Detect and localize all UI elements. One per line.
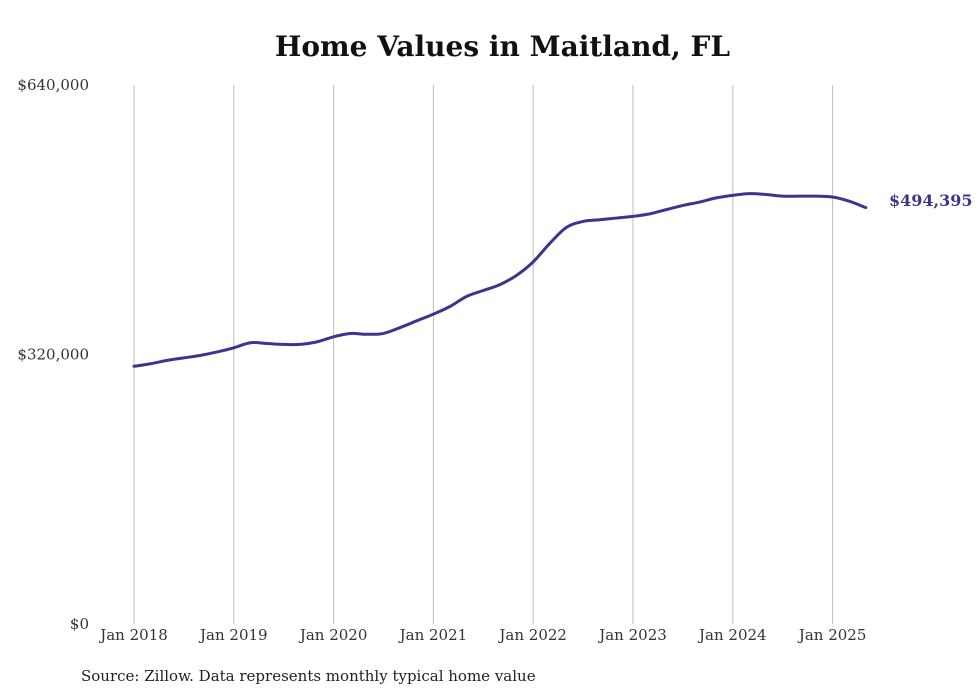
data-point [166,359,169,362]
data-point [299,343,302,346]
data-point [365,333,368,336]
data-point [515,274,518,277]
data-point [465,295,468,298]
data-point [199,354,202,357]
data-point [382,332,385,335]
data-point [449,305,452,308]
x-tick-label: Jan 2025 [797,626,867,644]
data-point [648,212,651,215]
gridlines [133,85,834,624]
data-point [282,343,285,346]
data-point [498,283,501,286]
data-point [532,260,535,263]
data-point [399,326,402,329]
data-point [182,356,185,359]
data-point [432,313,435,316]
y-tick-label: $320,000 [17,346,89,364]
data-point [781,195,784,198]
data-point [864,206,867,209]
data-point [149,362,152,365]
series-line-0 [132,192,868,368]
source-note: Source: Zillow. Data represents monthly … [81,667,536,685]
data-point [748,192,751,195]
data-point [798,195,801,198]
x-tick-label: Jan 2020 [298,626,368,644]
data-point [565,226,568,229]
series-layer [132,192,868,368]
data-point [698,201,701,204]
end-value-label: $494,395 [889,191,973,210]
data-point [582,220,585,223]
x-tick-label: Jan 2023 [597,626,667,644]
x-axis-ticks: Jan 2018 Jan 2019 Jan 2020 Jan 2021 Jan 2022… [98,626,866,644]
data-point [765,193,768,196]
data-point [848,200,851,203]
data-point [598,218,601,221]
x-tick-label: Jan 2019 [198,626,268,644]
y-tick-label: $640,000 [17,76,89,94]
data-point [548,242,551,245]
data-point [482,289,485,292]
data-point [133,365,136,368]
data-point [715,196,718,199]
x-tick-label: Jan 2021 [398,626,468,644]
chart-title: Home Values in Maitland, FL [274,30,731,63]
x-tick-label: Jan 2024 [697,626,767,644]
data-point [615,217,618,220]
data-point [415,319,418,322]
data-point [216,350,219,353]
data-point [831,196,834,199]
data-point [315,340,318,343]
data-point [731,194,734,197]
x-tick-label: Jan 2022 [497,626,567,644]
y-axis-ticks: $640,000 $320,000 $0 [17,76,89,633]
data-point [332,335,335,338]
y-tick-label: $0 [70,615,89,633]
data-point [665,208,668,211]
data-point [266,342,269,345]
data-point [681,204,684,207]
data-point [814,195,817,198]
data-point [249,341,252,344]
data-point [632,215,635,218]
x-tick-label: Jan 2018 [98,626,168,644]
data-point [232,346,235,349]
data-point [349,332,352,335]
